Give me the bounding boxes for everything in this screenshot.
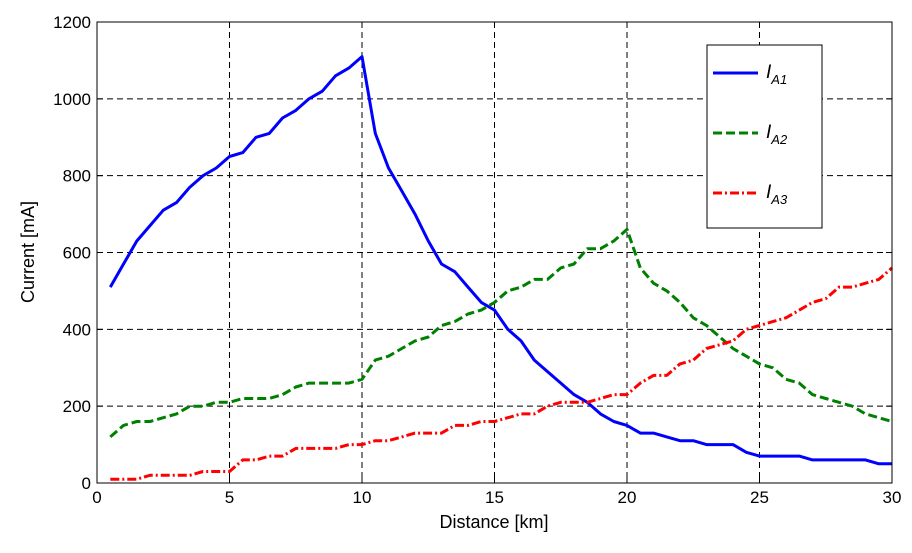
x-tick-label: 15 xyxy=(485,488,504,507)
x-tick-label: 20 xyxy=(618,488,637,507)
y-tick-label: 0 xyxy=(82,474,91,493)
legend-label-a1: IA1 xyxy=(766,62,787,87)
series-line-a1 xyxy=(108,55,892,466)
x-tick-label: 10 xyxy=(353,488,372,507)
legend-label-a2: IA2 xyxy=(766,122,788,147)
y-tick-label: 800 xyxy=(63,167,91,186)
x-tick-label: 0 xyxy=(92,488,101,507)
legend-box xyxy=(706,44,823,229)
x-tick-label: 25 xyxy=(750,488,769,507)
series-line-a3 xyxy=(110,266,893,481)
y-tick-label: 200 xyxy=(63,397,91,416)
x-tick-label: 5 xyxy=(225,488,234,507)
series-layer xyxy=(108,55,893,481)
x-axis-label: Distance [km] xyxy=(439,512,548,532)
x-tick-label: 30 xyxy=(883,488,902,507)
legend-label-a3: IA3 xyxy=(766,182,788,207)
y-axis-label: Current [mA] xyxy=(18,201,38,303)
y-tick-label: 1200 xyxy=(53,13,91,32)
legend: IA1 IA2 IA3 xyxy=(706,44,823,229)
axis-ticks: 0 5 10 15 20 25 30 0 200 400 600 800 1000 1200 xyxy=(53,13,901,507)
y-tick-label: 600 xyxy=(63,244,91,263)
y-tick-label: 1000 xyxy=(53,90,91,109)
series-line-a2 xyxy=(109,227,893,439)
y-tick-label: 400 xyxy=(63,320,91,339)
